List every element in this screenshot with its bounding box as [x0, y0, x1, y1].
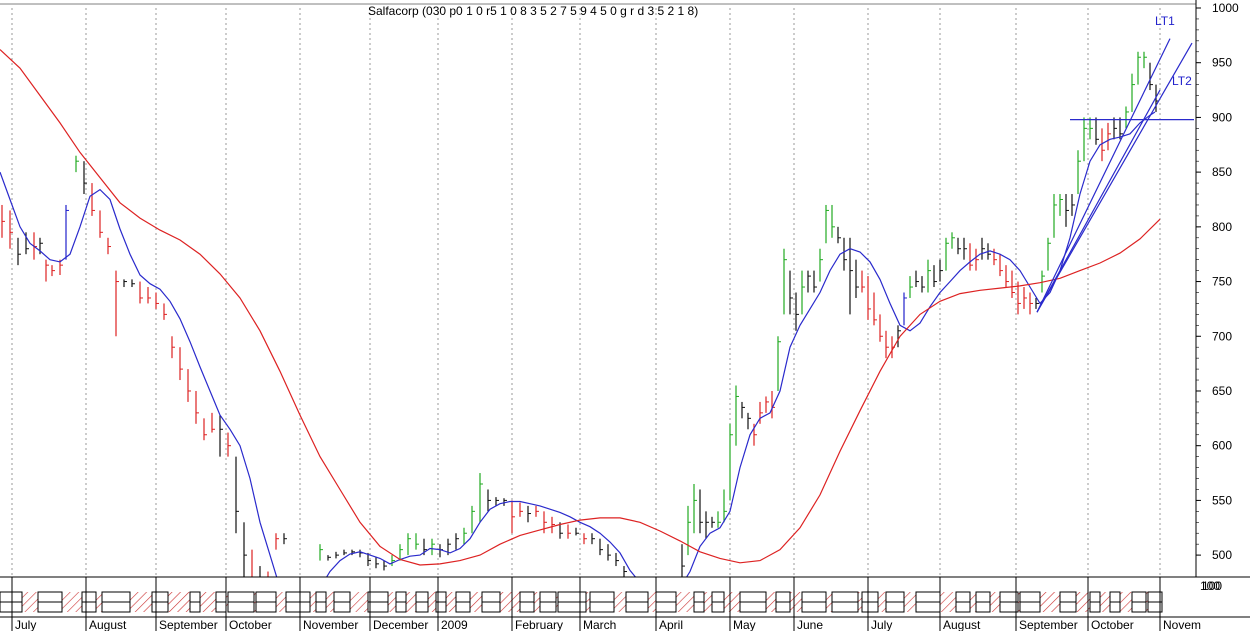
- trendlines: [1036, 38, 1194, 313]
- series-line-1: [0, 111, 1156, 577]
- y-tick-label: 950: [1212, 56, 1232, 70]
- series-lines: [0, 49, 1161, 577]
- x-tick-label: May: [733, 618, 756, 631]
- y-tick-label: 1000: [1212, 1, 1239, 15]
- x-tick-label: December: [373, 618, 428, 631]
- x-tick-label: February: [515, 618, 563, 631]
- x-tick-label: March: [583, 618, 616, 631]
- x-tick-label: October: [229, 618, 272, 631]
- trendline-label-lt2: LT2: [1172, 74, 1192, 88]
- y-tick-label: 550: [1212, 493, 1232, 507]
- y-tick-label: 650: [1212, 384, 1232, 398]
- x-tick-label: April: [659, 618, 683, 631]
- trendline-lt3: [1036, 89, 1161, 313]
- trendline-label-lt1: LT1: [1155, 14, 1175, 28]
- lower-panel-tick-label: 100: [1200, 579, 1220, 593]
- x-tick-label: July: [871, 618, 892, 631]
- y-tick-label: 700: [1212, 329, 1232, 343]
- x-tick-label: 2009: [441, 618, 468, 631]
- y-tick-label: 800: [1212, 220, 1232, 234]
- y-tick-label: 500: [1212, 548, 1232, 562]
- x-tick-label: September: [159, 618, 218, 631]
- series-line-2: [0, 49, 1161, 566]
- y-tick-label: 900: [1212, 110, 1232, 124]
- x-tick-label: Novem: [1163, 618, 1201, 631]
- lower-panel-tick-label: 100: [1202, 579, 1222, 593]
- trendline-lt2: [1036, 42, 1193, 313]
- x-tick-label: August: [943, 618, 981, 631]
- x-tick-label: September: [1019, 618, 1078, 631]
- x-tick-label: October: [1091, 618, 1134, 631]
- y-tick-label: 750: [1212, 275, 1232, 289]
- y-tick-label: 600: [1212, 439, 1232, 453]
- trendline-lt1: [1036, 38, 1171, 313]
- lower-panel: [0, 591, 1163, 613]
- x-tick-label: June: [797, 618, 823, 631]
- x-tick-label: August: [89, 618, 127, 631]
- x-tick-label: November: [303, 618, 358, 631]
- grid: [11, 8, 1161, 577]
- y-tick-label: 850: [1212, 165, 1232, 179]
- chart-title: Salfacorp (030 p0 1 0 r5 1 0 8 3 5 2 7 5…: [368, 4, 698, 18]
- x-tick-label: July: [15, 618, 36, 631]
